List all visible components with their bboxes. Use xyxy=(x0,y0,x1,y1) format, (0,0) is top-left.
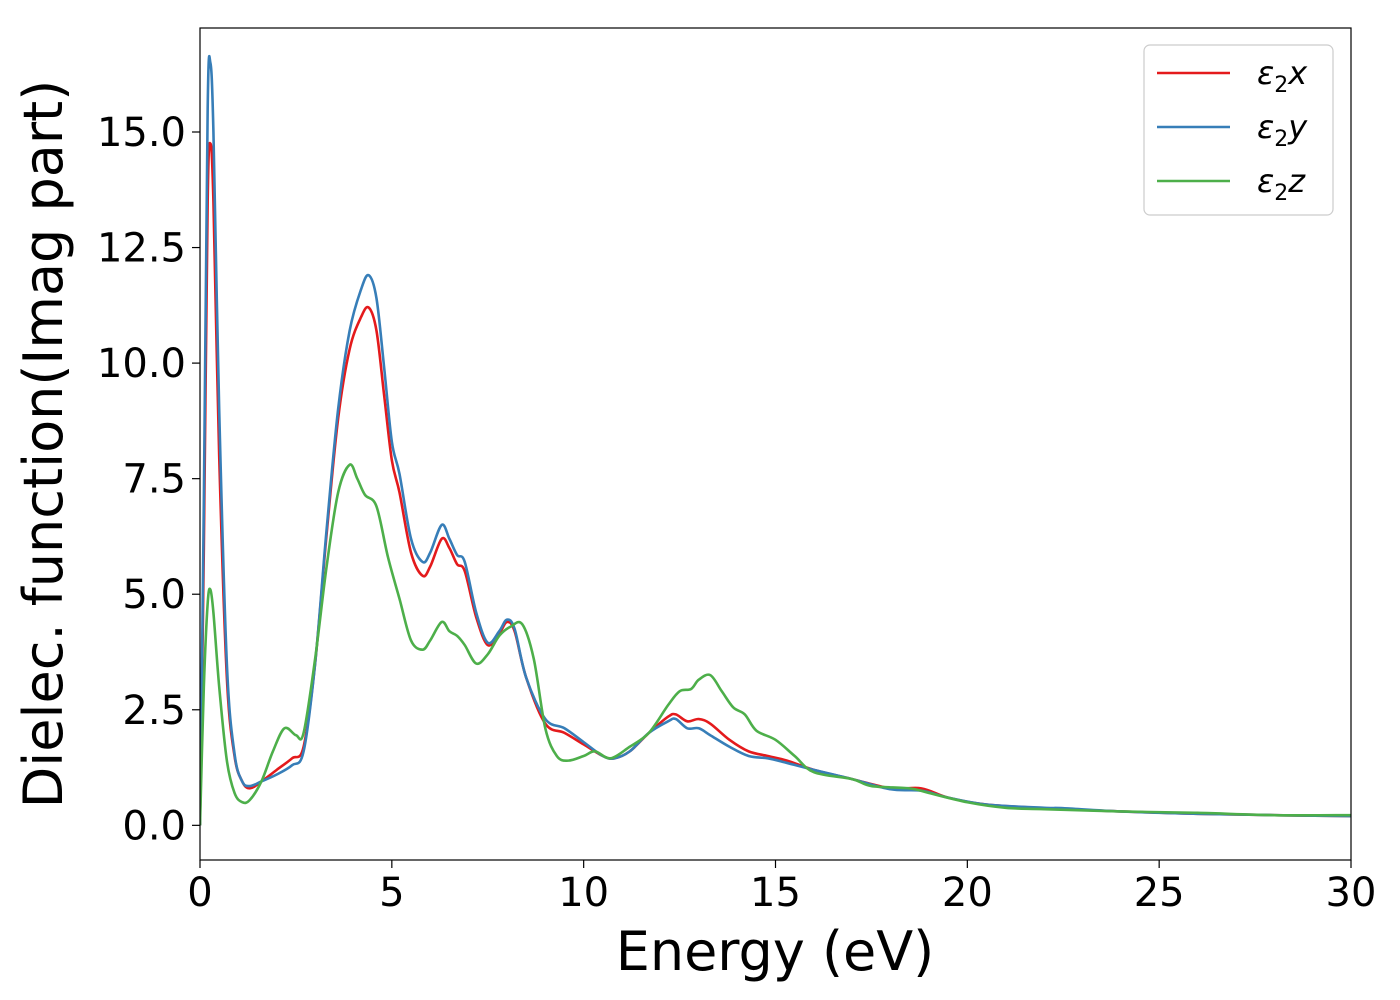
x-axis: 0 5 10 15 20 25 30 xyxy=(187,860,1376,916)
y-axis-label: Dielec. function(Imag part) xyxy=(12,80,75,809)
legend: ε2x ε2y ε2z xyxy=(1143,44,1334,216)
x-tick-label: 20 xyxy=(942,870,993,916)
x-tick-label: 0 xyxy=(187,870,212,916)
legend-label-y: ε2y xyxy=(1257,108,1308,152)
y-tick-label: 10.0 xyxy=(97,341,186,387)
x-tick-label: 5 xyxy=(379,870,404,916)
y-tick-label: 5.0 xyxy=(122,572,186,618)
series-line-y xyxy=(200,55,1351,826)
legend-box xyxy=(1143,44,1334,216)
legend-label-z: ε2z xyxy=(1257,162,1306,206)
series-line-z xyxy=(200,463,1351,826)
y-tick-label: 0.0 xyxy=(122,803,186,849)
x-tick-label: 30 xyxy=(1326,870,1377,916)
series-layer xyxy=(200,55,1351,826)
x-axis-label: Energy (eV) xyxy=(616,920,935,983)
x-tick-label: 25 xyxy=(1134,870,1185,916)
y-axis: 0.0 2.5 5.0 7.5 10.0 12.5 15.0 xyxy=(97,110,200,849)
y-tick-label: 2.5 xyxy=(122,688,186,734)
legend-label-x: ε2x xyxy=(1257,54,1308,98)
y-tick-label: 7.5 xyxy=(122,457,186,503)
x-tick-label: 10 xyxy=(558,870,609,916)
series-line-x xyxy=(200,141,1351,826)
y-tick-label: 12.5 xyxy=(97,226,186,272)
legend-items: ε2x ε2y ε2z xyxy=(1157,54,1308,206)
x-tick-label: 15 xyxy=(750,870,801,916)
y-tick-label: 15.0 xyxy=(97,110,186,156)
